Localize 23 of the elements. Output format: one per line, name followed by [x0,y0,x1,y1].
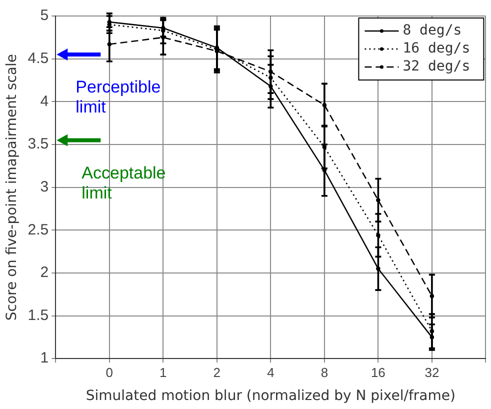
annotation: Perceptible limit [76,78,161,117]
y-tick-label: 2 [40,264,49,282]
legend-label: 16 deg/s [402,40,470,57]
y-tick-label: 3 [40,178,49,196]
x-tick-label: 0 [106,364,114,380]
x-tick-label: 8 [320,364,328,380]
y-tick-label: 1.5 [28,306,49,324]
y-tick-label: 5 [40,7,49,24]
x-axis-title: Simulated motion blur (normalized by N pixel/frame) [86,388,456,404]
y-axis-title: Score on five-point imapairment scale [4,54,20,321]
x-tick-label: 16 [370,364,386,380]
y-tick-label: 4 [40,92,49,110]
x-tick-label: 2 [213,364,221,380]
legend-label: 32 deg/s [402,58,470,75]
y-tick-label: 4.5 [28,50,49,67]
y-tick-label: 1 [40,350,49,367]
x-tick-label: 1 [160,364,167,380]
legend-label: 8 deg/s [402,22,462,39]
y-tick-label: 2.5 [28,221,49,238]
y-tick-label: 3.5 [28,136,49,153]
x-tick-label: 4 [267,364,274,380]
annotation: Acceptable limit [82,163,166,202]
x-tick-label: 32 [424,364,440,380]
